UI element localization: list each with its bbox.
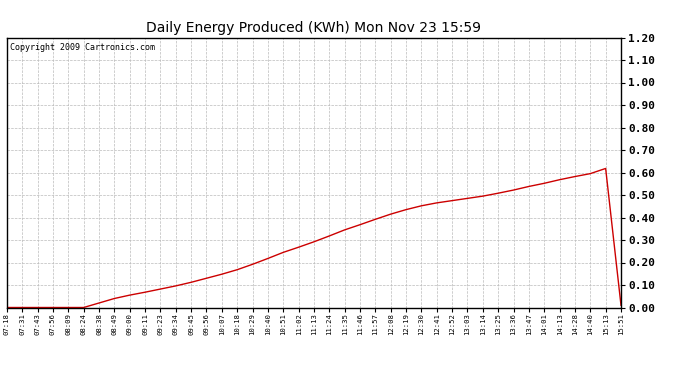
Text: Copyright 2009 Cartronics.com: Copyright 2009 Cartronics.com <box>10 43 155 52</box>
Title: Daily Energy Produced (KWh) Mon Nov 23 15:59: Daily Energy Produced (KWh) Mon Nov 23 1… <box>146 21 482 35</box>
